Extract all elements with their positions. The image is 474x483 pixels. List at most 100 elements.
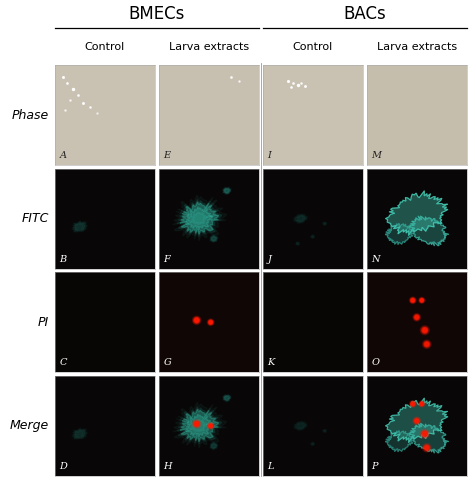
Polygon shape [419, 298, 425, 303]
Polygon shape [73, 222, 87, 232]
Polygon shape [211, 236, 216, 241]
Polygon shape [414, 418, 419, 424]
Text: Control: Control [84, 42, 125, 52]
Polygon shape [211, 443, 216, 448]
Text: N: N [372, 255, 380, 264]
Polygon shape [422, 431, 428, 437]
Polygon shape [385, 431, 414, 452]
Polygon shape [323, 222, 327, 225]
Polygon shape [180, 202, 219, 234]
Polygon shape [73, 429, 87, 439]
Polygon shape [194, 421, 200, 426]
Polygon shape [173, 195, 227, 241]
Polygon shape [210, 235, 218, 242]
Polygon shape [423, 328, 427, 332]
Polygon shape [425, 342, 428, 346]
Polygon shape [420, 299, 423, 301]
Polygon shape [296, 242, 300, 245]
Polygon shape [419, 401, 425, 407]
Polygon shape [225, 397, 228, 399]
Polygon shape [410, 423, 448, 453]
Polygon shape [208, 423, 214, 429]
Polygon shape [311, 235, 315, 238]
Polygon shape [208, 319, 214, 326]
Polygon shape [194, 317, 200, 323]
Polygon shape [192, 316, 201, 325]
Polygon shape [223, 188, 230, 194]
Text: L: L [268, 462, 274, 471]
Polygon shape [410, 401, 416, 407]
Text: FITC: FITC [21, 212, 49, 225]
Polygon shape [425, 446, 428, 450]
Polygon shape [186, 414, 213, 437]
Polygon shape [180, 409, 219, 441]
Polygon shape [415, 419, 418, 423]
Polygon shape [385, 191, 448, 236]
Polygon shape [411, 299, 414, 302]
Polygon shape [420, 298, 424, 302]
Polygon shape [420, 403, 423, 405]
Text: Control: Control [292, 42, 333, 52]
Polygon shape [420, 326, 429, 335]
Polygon shape [224, 396, 229, 400]
Text: M: M [372, 151, 382, 160]
Polygon shape [423, 340, 431, 348]
Polygon shape [191, 419, 207, 432]
Text: Phase: Phase [11, 109, 49, 122]
Polygon shape [191, 212, 207, 225]
Polygon shape [415, 316, 418, 319]
Polygon shape [423, 444, 431, 452]
Text: C: C [60, 358, 67, 367]
Polygon shape [323, 429, 327, 432]
Polygon shape [192, 420, 201, 428]
Polygon shape [223, 395, 230, 401]
Polygon shape [177, 407, 222, 444]
Polygon shape [177, 199, 222, 237]
Polygon shape [296, 216, 305, 222]
Polygon shape [225, 189, 228, 192]
Polygon shape [311, 442, 315, 445]
Text: O: O [372, 358, 380, 367]
Polygon shape [210, 425, 212, 427]
Polygon shape [410, 297, 416, 304]
Polygon shape [414, 315, 419, 320]
Polygon shape [424, 445, 429, 451]
Polygon shape [223, 187, 231, 195]
Text: F: F [164, 255, 170, 264]
Polygon shape [410, 216, 448, 246]
Polygon shape [294, 422, 307, 430]
Text: K: K [268, 358, 275, 367]
Polygon shape [413, 313, 420, 321]
Polygon shape [195, 422, 198, 426]
Polygon shape [209, 320, 213, 325]
Polygon shape [422, 327, 428, 333]
Polygon shape [413, 417, 420, 425]
Polygon shape [75, 223, 84, 230]
Polygon shape [210, 321, 212, 324]
Polygon shape [209, 424, 213, 428]
Polygon shape [420, 402, 424, 406]
Polygon shape [420, 429, 429, 439]
Polygon shape [210, 442, 218, 449]
Text: D: D [60, 462, 67, 471]
Text: A: A [60, 151, 66, 160]
Polygon shape [212, 237, 215, 240]
Text: P: P [372, 462, 378, 471]
Text: Merge: Merge [9, 419, 49, 432]
Polygon shape [424, 341, 429, 347]
Polygon shape [410, 298, 415, 302]
Text: Larva extracts: Larva extracts [377, 42, 457, 52]
Polygon shape [410, 402, 415, 406]
Text: BMECs: BMECs [128, 5, 185, 23]
Text: B: B [60, 255, 67, 264]
Polygon shape [296, 423, 305, 429]
Text: E: E [164, 151, 171, 160]
Polygon shape [385, 224, 414, 244]
Polygon shape [186, 207, 213, 230]
Polygon shape [423, 432, 427, 436]
Polygon shape [173, 402, 227, 448]
Polygon shape [224, 189, 229, 193]
Text: PI: PI [37, 316, 49, 329]
Text: H: H [164, 462, 172, 471]
Polygon shape [385, 398, 448, 443]
